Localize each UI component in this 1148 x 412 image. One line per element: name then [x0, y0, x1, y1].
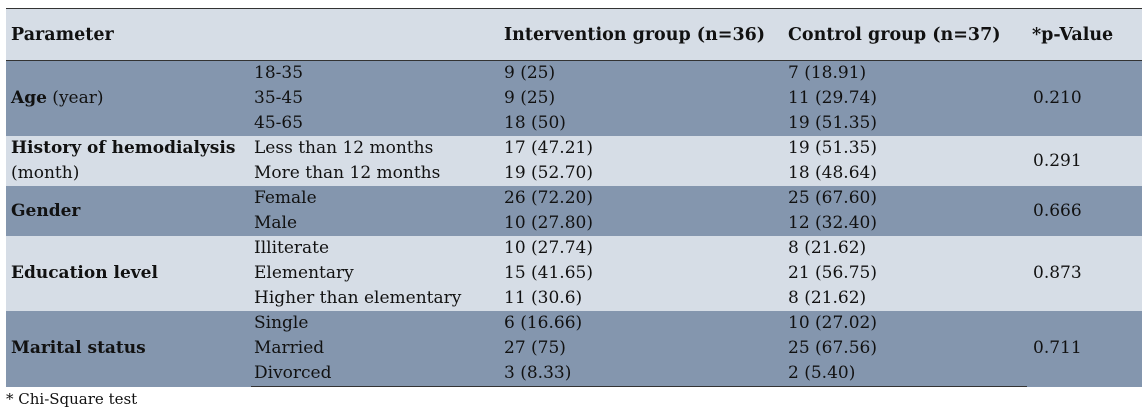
subgroup-cell: Illiterate	[251, 236, 499, 261]
intervention-cell: 6 (16.66)	[499, 311, 783, 336]
subgroup-cell: More than 12 months	[251, 161, 499, 186]
table-row: Male 10 (27.80) 12 (32.40)	[6, 211, 1142, 236]
header-control: Control group (n=37)	[783, 8, 1027, 61]
subgroup-cell: 45-65	[251, 111, 499, 136]
control-cell: 18 (48.64)	[783, 161, 1027, 186]
control-cell: 8 (21.62)	[783, 236, 1027, 261]
subgroup-cell: 18-35	[251, 60, 499, 86]
intervention-cell: 9 (25)	[499, 60, 783, 86]
table-row: History of hemodialysis (month) Less than …	[6, 136, 1142, 186]
control-cell: 21 (56.75)	[783, 261, 1027, 286]
header-pvalue: *p-Value	[1027, 8, 1142, 61]
table-row: Gender Female 26 (72.20) 25 (67.60) 0.666	[6, 186, 1142, 236]
table-body: Age (year) 18-35 9 (25) 7 (18.91) 0.210 35-45…	[6, 60, 1142, 387]
pvalue-cell: 0.291	[1027, 136, 1142, 186]
control-cell: 8 (21.62)	[783, 286, 1027, 311]
control-cell: 2 (5.40)	[783, 361, 1027, 387]
subgroup-cell: Single	[251, 311, 499, 336]
table-row: 35-45 9 (25) 11 (29.74)	[6, 86, 1142, 111]
intervention-cell: 27 (75)	[499, 336, 783, 361]
parameter-name: History of hemodialysis	[11, 138, 236, 158]
parameter-name: Marital status	[11, 338, 146, 359]
intervention-cell: 9 (25)	[499, 86, 783, 111]
pvalue-cell: 0.711	[1027, 311, 1142, 387]
table-row: 45-65 18 (50) 19 (51.35)	[6, 111, 1142, 136]
pvalue-cell: 0.210	[1027, 60, 1142, 136]
control-cell: 12 (32.40)	[783, 211, 1027, 236]
intervention-cell: 10 (27.80)	[499, 211, 783, 236]
subgroup-cell: Less than 12 months	[251, 136, 499, 161]
table-row: Higher than elementary 11 (30.6) 8 (21.62)	[6, 286, 1142, 311]
parameter-cell: Gender	[6, 186, 251, 236]
table-row: Education level Illiterate 10 (27.74) 8 (21…	[6, 236, 1142, 311]
control-cell: 25 (67.56)	[783, 336, 1027, 361]
intervention-cell: 19 (52.70)	[499, 161, 783, 186]
parameter-cell: Education level	[6, 236, 251, 311]
demographics-table: Parameter Intervention group (n=36) Cont…	[6, 8, 1142, 387]
control-cell: 7 (18.91)	[783, 60, 1027, 86]
control-cell: 10 (27.02)	[783, 311, 1027, 336]
parameter-cell: Age (year)	[6, 60, 251, 136]
control-cell: 25 (67.60)	[783, 186, 1027, 211]
subgroup-cell: Elementary	[251, 261, 499, 286]
control-cell: 19 (51.35)	[783, 136, 1027, 161]
control-cell: 19 (51.35)	[783, 111, 1027, 136]
header-row: Parameter Intervention group (n=36) Cont…	[6, 8, 1142, 61]
parameter-unit: (month)	[11, 163, 80, 183]
parameter-cell: Marital status	[6, 311, 251, 387]
footnote: * Chi-Square test	[6, 390, 138, 408]
subgroup-cell: Male	[251, 211, 499, 236]
table-row: Elementary 15 (41.65) 21 (56.75)	[6, 261, 1142, 286]
table-row: Divorced 3 (8.33) 2 (5.40)	[6, 361, 1142, 387]
intervention-cell: 15 (41.65)	[499, 261, 783, 286]
intervention-cell: 11 (30.6)	[499, 286, 783, 311]
subgroup-cell: Divorced	[251, 361, 499, 387]
table-row: Marital status Single 6 (16.66) 10 (27.02) 0…	[6, 311, 1142, 387]
parameter-name: Age	[11, 88, 47, 108]
header-intervention: Intervention group (n=36)	[499, 8, 783, 61]
header-parameter: Parameter	[6, 8, 251, 61]
parameter-unit: (year)	[46, 88, 104, 108]
intervention-cell: 10 (27.74)	[499, 236, 783, 261]
subgroup-cell: Female	[251, 186, 499, 211]
table-row: Married 27 (75) 25 (67.56)	[6, 336, 1142, 361]
subgroup-cell: Higher than elementary	[251, 286, 499, 311]
intervention-cell: 26 (72.20)	[499, 186, 783, 211]
parameter-name: Gender	[11, 200, 81, 221]
control-cell: 11 (29.74)	[783, 86, 1027, 111]
pvalue-cell: 0.666	[1027, 186, 1142, 236]
subgroup-cell: Married	[251, 336, 499, 361]
parameter-name: Education level	[11, 263, 158, 283]
intervention-cell: 3 (8.33)	[499, 361, 783, 387]
table-row: Age (year) 18-35 9 (25) 7 (18.91) 0.210	[6, 60, 1142, 136]
intervention-cell: 18 (50)	[499, 111, 783, 136]
subgroup-cell: 35-45	[251, 86, 499, 111]
pvalue-cell: 0.873	[1027, 236, 1142, 311]
table-row: More than 12 months 19 (52.70) 18 (48.64)	[6, 161, 1142, 186]
parameter-cell: History of hemodialysis (month)	[6, 136, 251, 186]
header-subgroup	[251, 8, 499, 61]
intervention-cell: 17 (47.21)	[499, 136, 783, 161]
